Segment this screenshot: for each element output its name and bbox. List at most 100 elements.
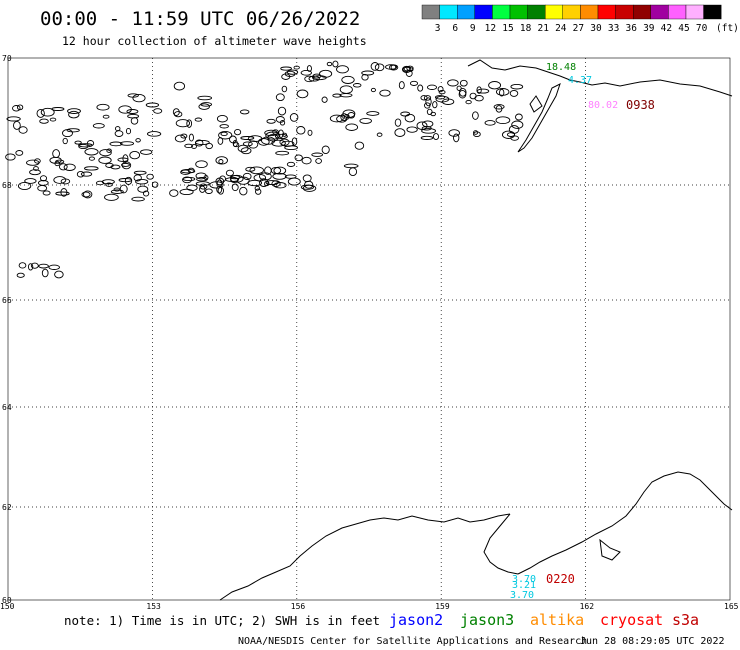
ice-floe xyxy=(81,191,91,198)
ice-floe xyxy=(88,156,95,161)
ice-floe xyxy=(257,138,270,146)
ice-floe xyxy=(321,145,330,155)
ice-floe xyxy=(99,149,112,157)
ice-floe xyxy=(39,118,49,124)
ice-floe xyxy=(448,129,460,137)
ice-floe xyxy=(279,120,286,126)
ice-floe xyxy=(501,130,516,139)
ice-floe xyxy=(52,149,60,159)
ice-floe xyxy=(495,88,510,96)
ice-floe xyxy=(105,162,114,168)
legend-label: 6 xyxy=(452,23,458,34)
ice-floe xyxy=(302,184,317,192)
ice-floe xyxy=(36,108,45,118)
ice-floe xyxy=(26,159,40,166)
ice-floe xyxy=(180,169,191,175)
ice-floe xyxy=(294,154,303,162)
ice-floe xyxy=(473,130,479,135)
legend-swatch xyxy=(703,4,722,20)
ice-floe xyxy=(308,75,320,82)
ice-floe xyxy=(495,116,511,125)
legend-swatch xyxy=(474,4,493,20)
ice-floe xyxy=(281,85,288,93)
ice-floe xyxy=(84,148,99,156)
ice-floe xyxy=(270,166,282,175)
ice-floe xyxy=(348,167,358,177)
lon-tick-label: 162 xyxy=(580,602,595,611)
legend-swatch xyxy=(597,4,616,20)
ice-floe xyxy=(220,131,228,137)
lat-tick-label: 70 xyxy=(2,54,12,63)
ice-floe xyxy=(218,159,224,164)
plot-border xyxy=(7,57,731,601)
legend-swatch xyxy=(509,4,528,20)
ice-floe xyxy=(390,64,397,70)
ice-floe xyxy=(255,188,262,195)
ice-floe xyxy=(179,188,194,196)
ice-floe xyxy=(135,138,141,143)
ice-floe xyxy=(198,103,210,110)
ice-floe xyxy=(488,81,502,90)
lat-tick-label: 60 xyxy=(2,596,12,605)
swh-label: 3.70 xyxy=(510,590,534,601)
ice-floe xyxy=(184,143,194,149)
ice-floe xyxy=(398,81,405,90)
lon-tick-label: 150 xyxy=(0,602,15,611)
ice-floe xyxy=(216,179,223,188)
ice-floe xyxy=(421,128,437,134)
swh-label: 3.70 xyxy=(512,574,536,585)
ice-floe xyxy=(229,135,237,144)
ice-floe xyxy=(277,106,287,116)
ice-floe xyxy=(388,64,399,71)
ice-floe xyxy=(218,130,233,140)
ice-floe xyxy=(133,174,142,182)
ice-floe xyxy=(15,150,24,156)
ice-floe xyxy=(130,117,139,125)
legend-label: 45 xyxy=(678,23,689,34)
ice-floe xyxy=(76,170,85,178)
ice-floe xyxy=(394,128,406,137)
ice-floe xyxy=(122,154,129,163)
ice-floe xyxy=(38,263,49,269)
ice-floe xyxy=(511,120,524,129)
ice-floe xyxy=(49,117,57,122)
ice-floe xyxy=(425,97,432,107)
ice-floe xyxy=(465,99,472,105)
ice-floe xyxy=(195,172,207,180)
ice-floe xyxy=(129,150,141,160)
ice-floe xyxy=(499,88,505,97)
swh-label: 3.21 xyxy=(512,580,536,591)
ice-floe xyxy=(140,149,153,155)
legend-label: 30 xyxy=(590,23,602,34)
ice-floe xyxy=(105,182,113,187)
ice-floe xyxy=(366,111,380,116)
ice-floe xyxy=(404,113,416,123)
ice-floe xyxy=(447,79,459,87)
ice-floe xyxy=(225,169,234,177)
ice-floe xyxy=(62,129,73,138)
ice-floe xyxy=(275,150,290,156)
ice-floe xyxy=(341,75,355,84)
ice-floe xyxy=(509,89,519,97)
ice-floe xyxy=(352,83,362,88)
ice-floe xyxy=(172,108,180,116)
ice-floe xyxy=(225,177,240,182)
ice-floe xyxy=(240,147,252,155)
ice-floe xyxy=(92,123,105,129)
map-plot-area: 70 68 66 64 62 60 150 153 156 159 162 165 18.48 4.… xyxy=(0,54,739,611)
ice-floe xyxy=(493,104,505,110)
ice-floe xyxy=(24,178,37,184)
ice-floe xyxy=(339,93,353,98)
ice-floe xyxy=(280,66,292,71)
satellite-cryosat: cryosat xyxy=(600,611,663,629)
ice-floe xyxy=(441,98,455,105)
ice-floe xyxy=(284,174,297,179)
legend-label: 33 xyxy=(608,23,619,34)
ice-floe xyxy=(27,263,34,271)
ice-floe xyxy=(126,109,139,114)
longitude-labels: 150 153 156 159 162 165 xyxy=(0,602,739,611)
ice-floe xyxy=(29,169,41,176)
swh-label: 18.48 xyxy=(546,62,576,73)
footer-timestamp: Jun 28 08:29:05 UTC 2022 xyxy=(580,636,725,647)
ice-floe xyxy=(12,105,21,112)
